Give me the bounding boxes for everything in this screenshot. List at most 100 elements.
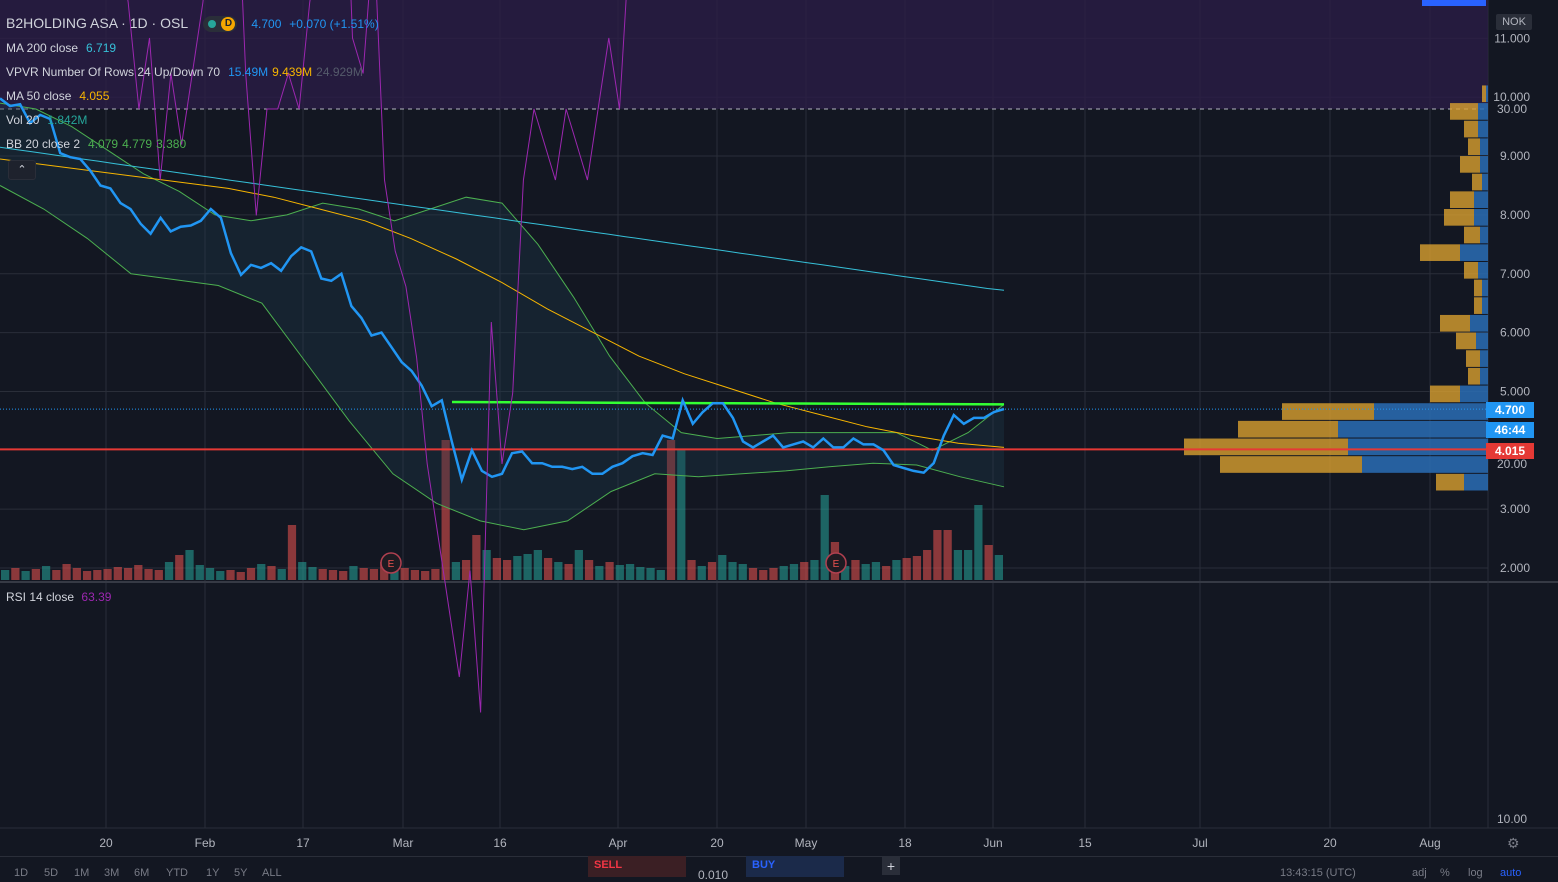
range-3m[interactable]: 3M [104, 867, 120, 879]
volume-bar [41, 566, 51, 580]
price-axis-tick: 6.000 [1500, 326, 1530, 340]
volume-bar [523, 554, 532, 580]
range-ytd[interactable]: YTD [166, 867, 188, 879]
volume-bar [21, 571, 30, 580]
vpvr-up-bar [1480, 156, 1488, 173]
settings-gear-icon[interactable]: ⚙ [1507, 835, 1520, 851]
range-6m[interactable]: 6M [134, 867, 150, 879]
time-axis-tick: 20 [710, 836, 724, 850]
legend-collapse-button[interactable]: ⌃ [8, 160, 36, 180]
range-5d[interactable]: 5D [44, 867, 59, 879]
price-axis-tick: 7.000 [1500, 267, 1530, 281]
vpvr-up-bar [1482, 297, 1488, 314]
option-auto[interactable]: auto [1500, 867, 1522, 879]
option-log[interactable]: log [1468, 867, 1483, 879]
volume-bar [134, 565, 143, 580]
indicator-legend-1: VPVR Number Of Rows 24 Up/Down 70 15.49M 9… [6, 65, 363, 79]
buy-button[interactable]: BUY [746, 856, 844, 877]
clock-readout[interactable]: 13:43:15 (UTC) [1280, 867, 1356, 879]
rsi-line [127, 0, 627, 713]
earnings-marker-label: E [388, 559, 395, 570]
symbol-interval: 1D [129, 15, 148, 31]
time-axis-tick: 18 [898, 836, 912, 850]
time-axis-tick: Jul [1192, 836, 1207, 850]
vpvr-up-bar [1474, 209, 1488, 226]
vpvr-down-bar [1474, 297, 1482, 314]
volume-bar [513, 556, 522, 580]
volume-bar [11, 568, 20, 580]
volume-bar [267, 566, 276, 580]
sell-button[interactable]: SELL [588, 856, 686, 877]
vpvr-up-bar [1338, 420, 1488, 438]
volume-bar [789, 564, 799, 580]
price-axis-tick: 8.000 [1500, 208, 1530, 222]
volume-bar [779, 566, 788, 580]
indicator-value: 9.439M [272, 65, 313, 79]
range-1m[interactable]: 1M [74, 867, 90, 879]
volume-bar [308, 567, 317, 580]
vpvr-up-bar [1464, 473, 1488, 491]
add-order-button[interactable]: + [882, 857, 900, 875]
range-all[interactable]: ALL [262, 867, 282, 879]
range-1y[interactable]: 1Y [206, 867, 220, 879]
volume-bar [851, 560, 860, 580]
bb-lower-line [0, 185, 1005, 531]
volume-bar [564, 564, 573, 580]
volume-bar [882, 566, 891, 580]
time-axis-tick: Apr [609, 836, 628, 850]
price-line [0, 97, 1005, 485]
level-price-tag: 4.015 [1486, 443, 1534, 459]
option-percent[interactable]: % [1440, 867, 1450, 879]
symbol-exchange: OSL [160, 15, 188, 31]
volume-bar [718, 555, 727, 580]
spread-value: 0.010 [698, 868, 729, 882]
time-axis-tick: May [795, 836, 818, 850]
vpvr-down-bar [1220, 456, 1362, 473]
volume-bar [195, 565, 204, 580]
range-1d[interactable]: 1D [14, 867, 29, 879]
time-axis-tick: Mar [393, 836, 414, 850]
volume-bar [482, 550, 491, 580]
volume-bar [707, 562, 717, 580]
vpvr-up-bar [1362, 456, 1488, 473]
currency-label[interactable]: NOK [1496, 14, 1532, 30]
time-axis-tick: 15 [1078, 836, 1092, 850]
price-axis-tick: 5.000 [1500, 384, 1530, 398]
vpvr-up-bar [1478, 261, 1488, 279]
bb-upper-line [0, 102, 1005, 451]
volume-bar [902, 558, 911, 580]
volume-bar [277, 569, 286, 580]
vpvr-down-bar [1474, 279, 1482, 297]
volume-bar [615, 565, 624, 580]
volume-bar [52, 570, 61, 580]
top-blue-button[interactable] [1422, 0, 1486, 6]
chevron-up-icon: ⌃ [17, 164, 27, 176]
volume-bar [349, 566, 358, 580]
volume-bar [31, 569, 40, 580]
volume-bar [810, 560, 819, 580]
symbol-change: +0.070 (+1.51%) [289, 17, 379, 31]
volume-bar [605, 562, 614, 580]
volume-bar [298, 562, 307, 580]
volume-bar [339, 571, 348, 580]
earnings-marker [380, 552, 402, 574]
vpvr-down-bar [1444, 209, 1474, 226]
volume-bar [554, 562, 563, 580]
vpvr-down-bar [1466, 350, 1480, 367]
volume-bar [164, 562, 174, 580]
time-axis-tick: 16 [493, 836, 507, 850]
vpvr-up-bar [1482, 173, 1488, 191]
volume-bar [646, 568, 655, 580]
volume-bar [421, 571, 430, 580]
vpvr-down-bar [1420, 244, 1460, 261]
volume-bar [912, 556, 922, 580]
volume-bar [185, 550, 194, 580]
option-adj[interactable]: adj [1412, 867, 1427, 879]
range-5y[interactable]: 5Y [234, 867, 248, 879]
volume-bar [462, 560, 471, 580]
volume-bar [441, 440, 450, 580]
rsi-band [0, 0, 1488, 109]
volume-bar [216, 571, 225, 580]
volume-bar [543, 558, 553, 580]
